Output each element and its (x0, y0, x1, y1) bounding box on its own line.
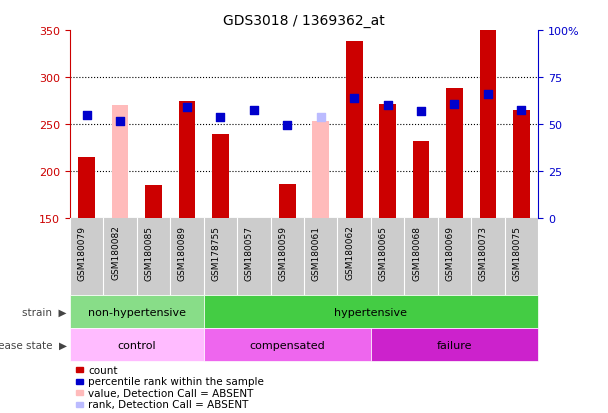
Text: rank, Detection Call = ABSENT: rank, Detection Call = ABSENT (88, 399, 249, 409)
Bar (313, 122, 329, 219)
Point (282, 123, 292, 129)
Bar (513, 111, 530, 219)
Point (449, 101, 460, 107)
Text: disease state  ▶: disease state ▶ (0, 340, 67, 350)
Point (383, 103, 393, 109)
Text: GSM180085: GSM180085 (145, 225, 153, 280)
Text: GSM180075: GSM180075 (513, 225, 521, 280)
Point (483, 92, 493, 98)
Point (416, 109, 426, 115)
Text: count: count (88, 365, 118, 375)
Text: GSM180069: GSM180069 (446, 225, 454, 280)
Point (249, 107, 259, 114)
Text: GDS3018 / 1369362_at: GDS3018 / 1369362_at (223, 14, 385, 28)
Text: hypertensive: hypertensive (334, 307, 407, 317)
Point (349, 95, 359, 102)
Bar (179, 102, 195, 219)
Text: GSM180062: GSM180062 (345, 225, 354, 280)
Bar (145, 186, 162, 219)
Text: GSM180057: GSM180057 (245, 225, 254, 280)
Bar (112, 106, 128, 219)
Point (215, 114, 225, 121)
Text: GSM178755: GSM178755 (212, 225, 220, 280)
Text: GSM180059: GSM180059 (278, 225, 287, 280)
Text: control: control (117, 340, 156, 350)
Text: compensated: compensated (249, 340, 325, 350)
Bar (346, 42, 362, 219)
Point (81, 112, 91, 119)
Text: percentile rank within the sample: percentile rank within the sample (88, 376, 264, 386)
Text: GSM180082: GSM180082 (111, 225, 120, 280)
Bar (480, 31, 496, 219)
Bar (78, 158, 95, 219)
Text: GSM180089: GSM180089 (178, 225, 187, 280)
Text: GSM180061: GSM180061 (312, 225, 321, 280)
Bar (379, 104, 396, 219)
Text: value, Detection Call = ABSENT: value, Detection Call = ABSENT (88, 388, 254, 398)
Text: GSM180068: GSM180068 (412, 225, 421, 280)
Text: non-hypertensive: non-hypertensive (88, 307, 186, 317)
Bar (212, 134, 229, 219)
Point (517, 107, 527, 114)
Text: failure: failure (437, 340, 472, 350)
Bar (446, 89, 463, 219)
Text: GSM180065: GSM180065 (379, 225, 388, 280)
Bar (279, 184, 295, 219)
Text: GSM180079: GSM180079 (78, 225, 86, 280)
Point (115, 119, 125, 126)
Text: GSM180073: GSM180073 (479, 225, 488, 280)
Point (182, 105, 192, 112)
Point (316, 114, 326, 121)
Text: strain  ▶: strain ▶ (22, 307, 67, 317)
Bar (413, 142, 429, 219)
